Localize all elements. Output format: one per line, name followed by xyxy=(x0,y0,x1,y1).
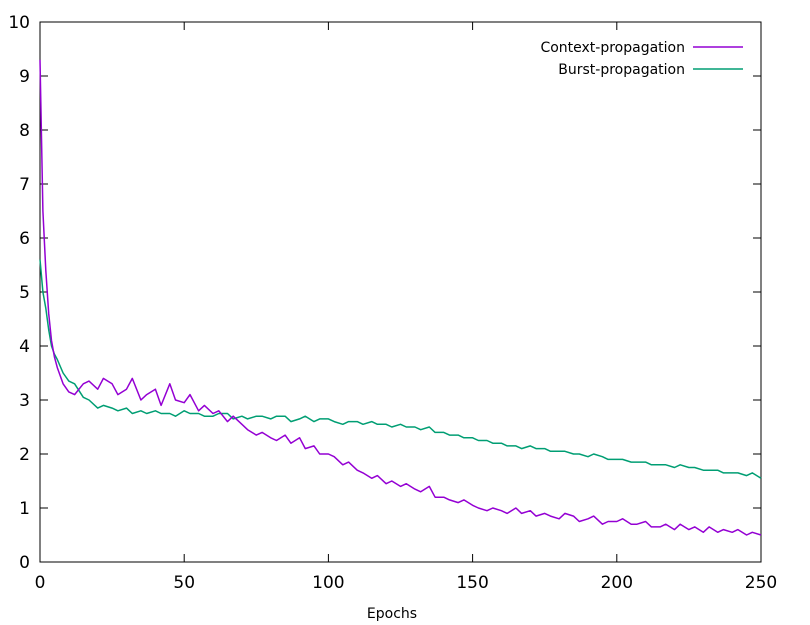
x-tick-label: 100 xyxy=(312,573,344,593)
x-tick-label: 250 xyxy=(745,573,777,593)
y-tick-label: 2 xyxy=(19,445,30,465)
legend-label-context-propagation: Context-propagation xyxy=(540,40,685,56)
y-tick-label: 10 xyxy=(8,13,30,33)
y-tick-label: 0 xyxy=(19,553,30,573)
series-lines xyxy=(39,59,762,536)
x-tick-label: 0 xyxy=(35,573,46,593)
y-tick-label: 6 xyxy=(19,229,30,249)
x-tick-label: 50 xyxy=(173,573,195,593)
x-axis-label: Epochs xyxy=(367,606,417,622)
x-tick-label: 200 xyxy=(601,573,633,593)
y-tick-label: 1 xyxy=(19,499,30,519)
legend: Context-propagation Burst-propagation xyxy=(540,40,743,78)
y-tick-label: 5 xyxy=(19,283,30,303)
x-tick-label: 150 xyxy=(456,573,488,593)
plot-frame xyxy=(39,21,762,563)
series-line-context-propagation xyxy=(39,59,762,536)
y-tick-label: 4 xyxy=(19,337,30,357)
legend-label-burst-propagation: Burst-propagation xyxy=(558,62,685,78)
y-tick-label: 9 xyxy=(19,67,30,87)
axis-ticks: 0 50 100 150 200 250 0 1 2 3 4 5 6 7 8 9 10 xyxy=(8,13,777,593)
y-tick-label: 3 xyxy=(19,391,30,411)
y-tick-label: 8 xyxy=(19,121,30,141)
y-tick-label: 7 xyxy=(19,175,30,195)
series-line-burst-propagation xyxy=(39,259,762,479)
